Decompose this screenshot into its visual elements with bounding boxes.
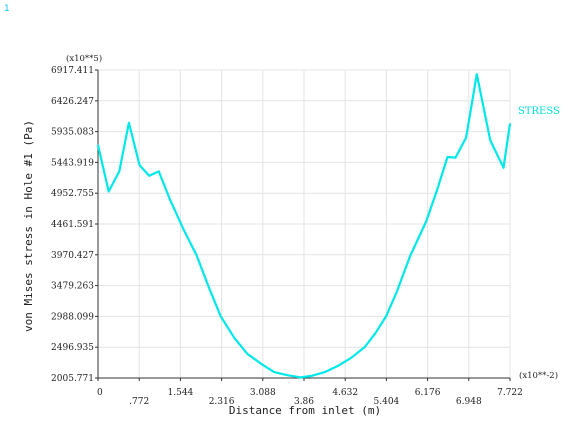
data-point	[374, 332, 377, 335]
y-axis-label: von Mises stress in Hole #1 (Pa)	[22, 120, 35, 332]
data-point	[350, 356, 353, 359]
x-tick-label: 5.404	[374, 397, 400, 407]
y-tick-label: 5935.083	[51, 128, 94, 138]
data-point	[97, 144, 99, 146]
y-tick-label: 3970.427	[51, 251, 94, 261]
x-multiplier: (x10**-2)	[519, 370, 558, 381]
data-point	[502, 166, 505, 169]
data-point	[118, 170, 121, 173]
x-tick-label: 6.176	[415, 388, 441, 398]
data-point	[454, 156, 457, 159]
data-point	[233, 336, 235, 339]
y-tick-label: 6917.411	[51, 66, 94, 76]
data-point	[409, 255, 411, 257]
data-point	[446, 156, 449, 158]
data-point	[219, 315, 222, 318]
data-point	[465, 136, 467, 139]
y-tick-label: 6426.247	[51, 97, 94, 107]
x-tick-label: 3.86	[294, 397, 314, 407]
data-point	[169, 198, 171, 201]
data-point	[323, 371, 326, 373]
data-point	[148, 175, 151, 177]
x-tick-label: 7.722	[497, 388, 523, 398]
y-tick-label: 2496.935	[51, 343, 94, 353]
data-point	[435, 190, 438, 192]
x-tick-label: 2.316	[209, 397, 235, 407]
grid	[98, 69, 511, 378]
series-group	[96, 73, 512, 379]
axes	[95, 69, 511, 381]
y-tick-label: 4952.755	[51, 189, 94, 199]
x-tick-label: 4.632	[332, 388, 358, 398]
data-point	[260, 363, 263, 365]
data-point	[207, 285, 210, 287]
y-tick-label: 4461.591	[51, 220, 94, 230]
data-point	[107, 190, 110, 193]
data-point	[395, 291, 398, 293]
data-point	[182, 228, 185, 230]
y-tick-label: 5443.919	[51, 158, 94, 168]
data-point	[310, 375, 313, 377]
data-point	[195, 254, 198, 257]
y-tick-label: 2005.771	[51, 374, 94, 384]
y-tick-label: 3479.263	[51, 282, 94, 292]
x-tick-label: 3.088	[250, 388, 276, 398]
data-point	[363, 346, 366, 348]
data-point	[246, 353, 249, 355]
x-tick-labels: 0 .772 1.544 2.316 3.088 3.86 4.632 5.404 6.176 6…	[97, 388, 523, 407]
data-point	[138, 164, 141, 166]
data-point	[273, 371, 275, 373]
legend-series-name: STRESS	[518, 106, 560, 117]
data-point	[286, 374, 289, 377]
data-point	[425, 220, 427, 223]
data-point	[128, 122, 130, 124]
data-point	[337, 365, 339, 367]
x-tick-label: 6.948	[456, 397, 482, 407]
data-point	[385, 315, 387, 318]
series-line-stress	[96, 73, 512, 379]
x-axis-label: Distance from inlet (m)	[229, 404, 381, 417]
x-tick-label: 0	[97, 388, 103, 398]
y-multiplier: (x10**5)	[66, 53, 102, 64]
data-point	[299, 376, 302, 379]
data-point	[489, 139, 491, 141]
y-tick-labels: 2005.771 2496.935 2988.099 3479.263 3970.427…	[51, 66, 94, 384]
data-point	[509, 122, 511, 125]
y-tick-label: 2988.099	[51, 312, 94, 322]
data-point	[476, 73, 478, 76]
corner-mark: 1	[4, 4, 10, 14]
x-tick-label: .772	[129, 397, 149, 407]
x-tick-label: 1.544	[168, 388, 194, 398]
data-point	[158, 170, 160, 173]
